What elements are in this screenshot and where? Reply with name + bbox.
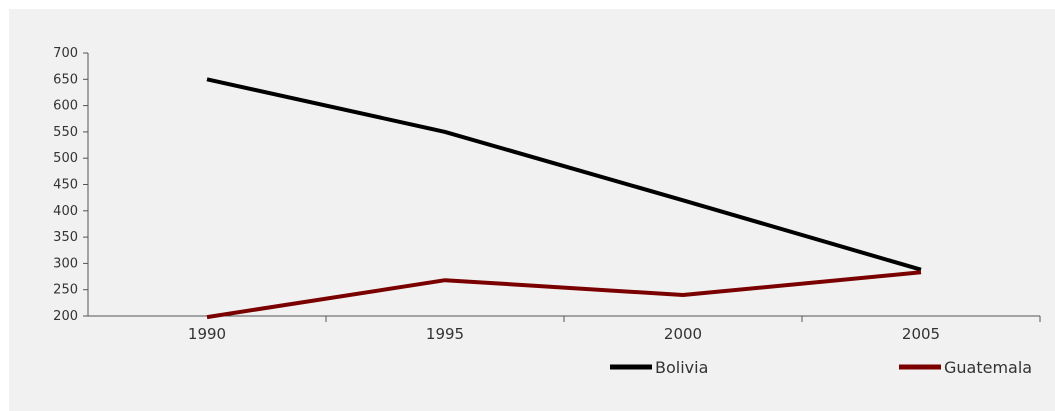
y-tick-label: 650 [53,72,78,87]
x-tick-label: 2000 [664,325,702,343]
legend: Bolivia Guatemala [610,358,1032,377]
x-tick-label: 2005 [902,325,940,343]
y-tick-label: 700 [53,46,78,61]
x-tick-label: 1990 [188,325,226,343]
series-line-guatemala [206,270,922,320]
series-lines [206,77,922,320]
x-tick-label: 1995 [426,325,464,343]
y-tick-label: 350 [53,230,78,245]
legend-label-bolivia: Bolivia [655,358,708,377]
chart-panel: 200 250 300 350 400 450 500 550 600 650 700 1990 19… [9,9,1055,411]
y-tick-label: 200 [53,309,78,324]
y-tick-label: 600 [53,99,78,114]
legend-label-guatemala: Guatemala [944,358,1032,377]
y-tick-label: 550 [53,125,78,140]
y-tick-label: 500 [53,151,78,166]
series-line-bolivia [206,77,922,272]
y-axis-tick-labels: 200 250 300 350 400 450 500 550 600 650 700 [53,46,78,324]
y-tick-label: 250 [53,283,78,298]
y-tick-label: 450 [53,178,78,193]
y-tick-label: 400 [53,204,78,219]
y-tick-label: 300 [53,256,78,271]
axes [83,52,1041,322]
x-axis-tick-labels: 1990 1995 2000 2005 [188,325,940,343]
